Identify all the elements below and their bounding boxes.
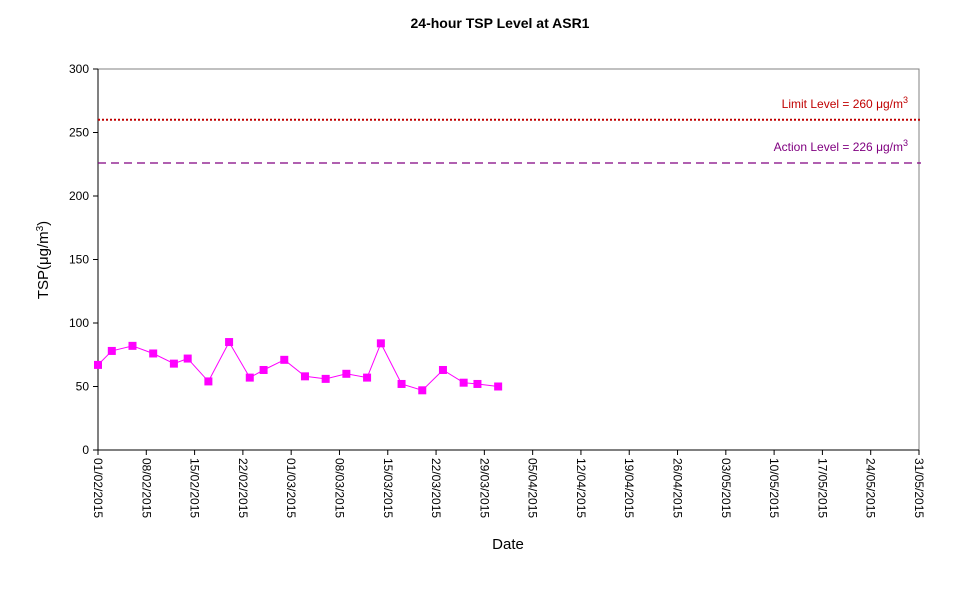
x-tick-label: 22/03/2015 xyxy=(429,458,443,518)
y-tick-label: 150 xyxy=(69,253,89,267)
y-tick-label: 200 xyxy=(69,189,89,203)
x-tick-label: 01/03/2015 xyxy=(284,458,298,518)
y-axis-label-sup: 3 xyxy=(35,225,46,231)
data-point-marker xyxy=(225,338,234,347)
data-point-marker xyxy=(128,341,137,350)
reference-label-unit: μg/m xyxy=(876,97,903,111)
data-point-marker xyxy=(107,346,116,355)
y-tick-label: 0 xyxy=(82,443,89,457)
reference-line-label: Action Level = 226 μg/m3 xyxy=(774,138,908,154)
chart-title: 24-hour TSP Level at ASR1 xyxy=(411,15,590,31)
y-axis-label-unit: μg/m xyxy=(35,231,52,265)
x-tick-label: 22/02/2015 xyxy=(236,458,250,518)
reference-label-sup: 3 xyxy=(903,138,908,148)
y-axis-label-close: ) xyxy=(35,221,52,226)
y-tick-label: 300 xyxy=(69,62,89,76)
data-point-marker xyxy=(245,373,254,382)
data-point-marker xyxy=(459,378,468,387)
data-point-marker xyxy=(321,374,330,383)
x-tick-label: 03/05/2015 xyxy=(719,458,733,518)
reference-line-label: Limit Level = 260 μg/m3 xyxy=(782,95,908,111)
data-point-marker xyxy=(259,365,268,374)
reference-label-text: Action Level = 226 xyxy=(774,140,876,154)
x-axis-ticks: 01/02/2015 08/02/2015 15/02/2015 22/02/2015… xyxy=(91,450,926,518)
y-tick-label: 50 xyxy=(76,380,90,394)
data-point-marker xyxy=(342,369,351,378)
data-point-marker xyxy=(204,377,213,386)
x-tick-label: 17/05/2015 xyxy=(815,458,829,518)
data-point-marker xyxy=(363,373,372,382)
data-point-marker xyxy=(494,382,503,391)
series-group xyxy=(94,338,503,395)
y-axis-label: TSP(μg/m3) xyxy=(35,221,53,299)
data-point-marker xyxy=(438,365,447,374)
x-tick-label: 12/04/2015 xyxy=(574,458,588,518)
data-point-marker xyxy=(397,379,406,388)
x-tick-label: 05/04/2015 xyxy=(526,458,540,518)
x-axis-label: Date xyxy=(492,536,524,553)
x-tick-label: 15/02/2015 xyxy=(188,458,202,518)
data-point-marker xyxy=(280,355,289,364)
y-tick-label: 250 xyxy=(69,126,89,140)
x-tick-label: 01/02/2015 xyxy=(91,458,105,518)
x-tick-label: 08/03/2015 xyxy=(332,458,346,518)
x-tick-label: 26/04/2015 xyxy=(671,458,685,518)
series-line xyxy=(97,341,499,391)
data-point-marker xyxy=(94,360,102,369)
reference-label-text: Limit Level = 260 xyxy=(782,97,876,111)
data-point-marker xyxy=(418,386,427,395)
data-point-marker xyxy=(183,354,192,363)
x-tick-label: 24/05/2015 xyxy=(864,458,878,518)
x-tick-label: 31/05/2015 xyxy=(912,458,926,518)
x-tick-label: 08/02/2015 xyxy=(139,458,153,518)
plot-area xyxy=(97,68,920,451)
reference-label-unit: μg/m xyxy=(876,140,903,154)
y-axis-ticks: 0 50 100 150 200 250 300 xyxy=(69,62,98,457)
y-tick-label: 100 xyxy=(69,316,89,330)
reference-label-sup: 3 xyxy=(903,95,908,105)
x-tick-label: 19/04/2015 xyxy=(622,458,636,518)
x-tick-label: 10/05/2015 xyxy=(767,458,781,518)
y-axis-label-base: TSP( xyxy=(35,265,52,299)
data-point-marker xyxy=(376,339,385,348)
x-tick-label: 29/03/2015 xyxy=(477,458,491,518)
data-point-marker xyxy=(473,379,482,388)
data-point-marker xyxy=(300,372,309,381)
data-point-marker xyxy=(149,349,158,358)
data-point-marker xyxy=(169,359,178,368)
x-tick-label: 15/03/2015 xyxy=(381,458,395,518)
